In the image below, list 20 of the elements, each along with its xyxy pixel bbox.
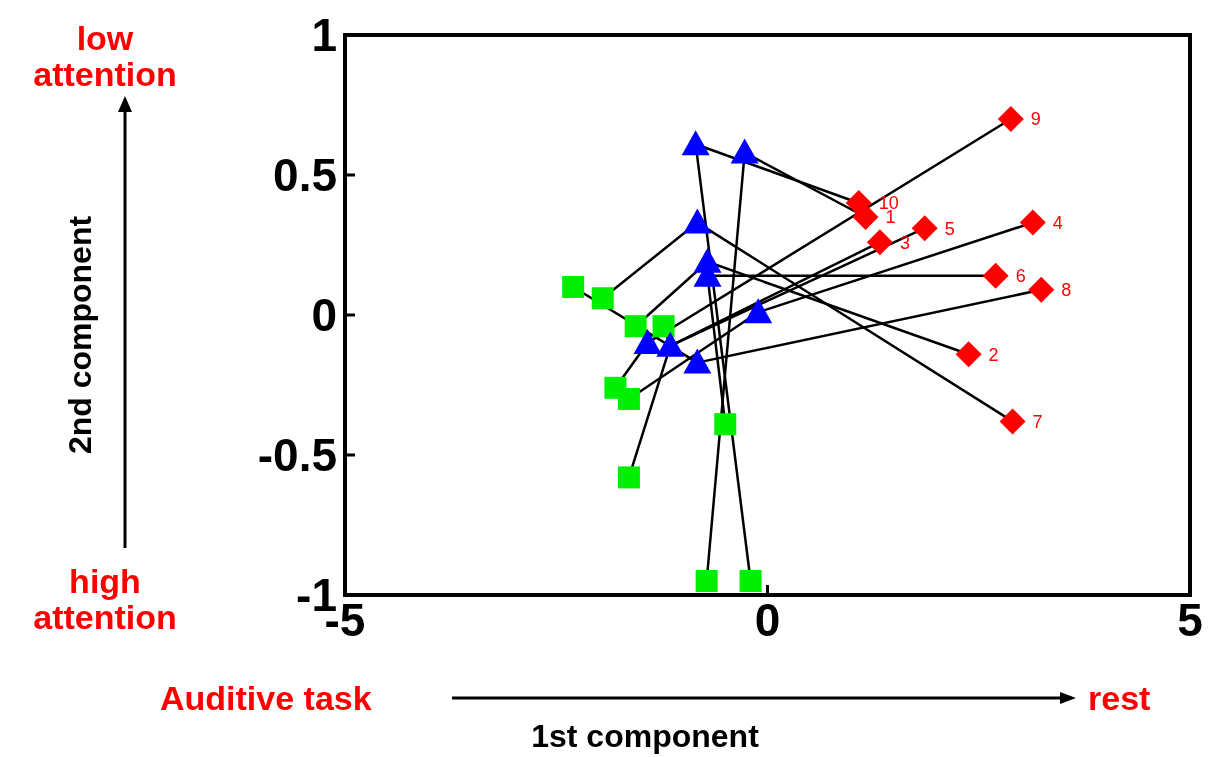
x-tick-label: 5 [1177,593,1203,646]
annotation: 8 [1061,280,1072,301]
annotation: 9 [1030,109,1041,130]
y-tick-label: 1 [311,9,337,62]
annotation: 6 [1015,266,1026,287]
y-tick-label: 0.5 [273,149,337,202]
text: high attention [32,562,178,636]
annotation: 3 [899,232,910,253]
text: low attention [32,19,178,93]
annotation: 4 [1052,212,1063,233]
annotation: 7 [1032,411,1043,432]
x-axis-title: 1st component [530,718,760,754]
x-tick-label: 0 [754,593,781,646]
text: Auditive task [160,679,372,717]
y-tick-label: -0.5 [257,429,337,482]
text: rest [1088,679,1151,717]
annotation: 5 [944,218,955,239]
y-axis-title: 2nd component [62,215,98,455]
annotation: 2 [988,344,999,365]
y-tick-label: 0 [311,289,337,342]
